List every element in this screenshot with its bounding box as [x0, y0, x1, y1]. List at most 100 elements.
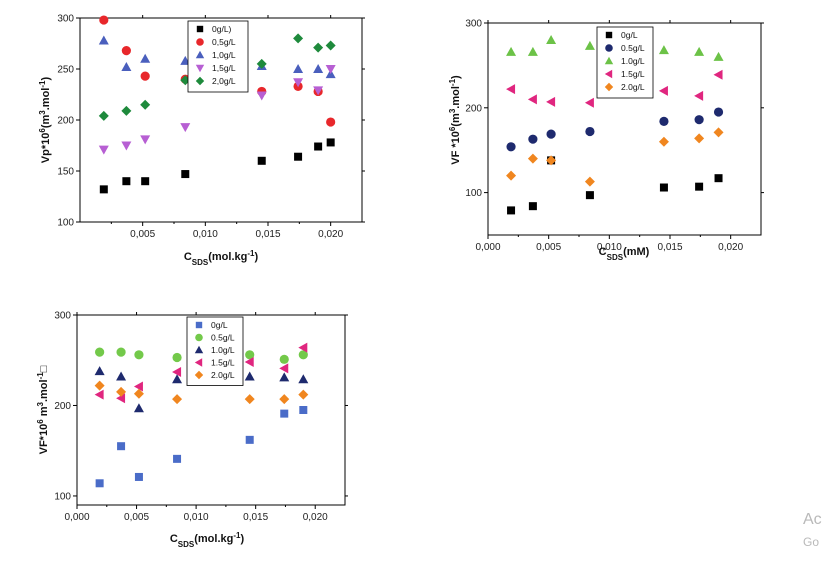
data-point	[172, 394, 183, 405]
y-axis-label-part: )	[450, 75, 462, 79]
data-point	[122, 177, 131, 186]
data-point	[546, 34, 557, 44]
data-point	[116, 386, 127, 397]
data-point	[180, 123, 191, 133]
data-point	[584, 176, 595, 187]
data-point	[172, 367, 182, 377]
data-point	[94, 389, 104, 400]
data-point	[326, 138, 335, 147]
data-point	[134, 472, 143, 481]
x-axis-label-part: -1	[247, 249, 255, 258]
legend-marker	[196, 38, 204, 46]
legend-label: 2.0g/L	[621, 82, 645, 92]
legend-label: 1.5g/L	[621, 69, 645, 79]
y-axis-label-part: 6	[36, 419, 45, 424]
data-point	[256, 58, 267, 69]
y-axis-label-part: □	[38, 365, 50, 372]
data-point	[326, 117, 336, 127]
legend-label: 2,0g/L	[212, 76, 236, 86]
y-axis-label-part: -1	[36, 372, 45, 380]
y-axis-label-part: (m	[40, 114, 52, 128]
data-point	[140, 135, 151, 145]
data-point	[298, 350, 308, 360]
data-point	[245, 350, 255, 360]
data-point	[313, 42, 324, 53]
data-point	[244, 371, 255, 381]
data-point	[658, 85, 668, 96]
legend-marker	[195, 321, 203, 329]
data-point	[298, 342, 308, 353]
y-axis-label-part: VF*10	[38, 424, 50, 455]
data-point	[279, 354, 289, 364]
data-point	[117, 442, 126, 451]
legend-label: 0g/L	[621, 30, 638, 40]
data-point	[172, 352, 182, 363]
data-point	[713, 51, 724, 61]
x-tick-label: 0,015	[255, 229, 280, 240]
legend-marker	[604, 82, 614, 92]
data-point	[506, 142, 516, 152]
data-point	[694, 133, 705, 144]
x-axis-label: CSDS(mol.kg-1)	[170, 531, 245, 549]
data-point	[98, 35, 109, 45]
data-point	[293, 64, 304, 73]
legend-label: 1.5g/L	[211, 358, 235, 368]
y-axis-label-part: .mol	[38, 379, 50, 402]
data-point	[325, 40, 336, 51]
data-point	[713, 69, 723, 80]
x-tick-label: 0,000	[64, 512, 89, 523]
x-axis-label-part: (mol.kg	[208, 251, 247, 263]
y-axis-label-part: .mol	[450, 86, 462, 109]
data-point	[694, 90, 704, 101]
data-point	[714, 174, 723, 183]
x-axis-label-part: SDS	[607, 253, 624, 262]
data-point	[94, 366, 105, 376]
y-tick-label: 100	[54, 491, 71, 502]
x-tick-label: 0,020	[303, 512, 328, 523]
x-axis-label-part: (mol.kg	[194, 533, 233, 545]
data-point	[121, 105, 132, 116]
y-axis-label: VF *106(m3.mol-1)	[448, 75, 463, 165]
x-tick-label: 0,005	[130, 229, 155, 240]
data-point	[527, 46, 538, 56]
x-tick-label: 0,020	[718, 242, 743, 253]
data-point	[116, 371, 127, 381]
data-point	[244, 357, 254, 368]
legend-marker	[194, 345, 204, 354]
x-axis-label-part: (mM)	[623, 246, 650, 258]
x-tick-label: 0,010	[184, 512, 209, 523]
data-point	[140, 53, 151, 63]
data-point	[133, 381, 143, 392]
y-tick-label: 300	[57, 14, 74, 25]
y-axis-label: Vp*106(m3.mol-1)	[38, 76, 53, 163]
data-point	[658, 136, 669, 147]
data-point	[713, 127, 724, 138]
data-point	[141, 177, 150, 186]
data-point	[133, 403, 144, 413]
data-point	[298, 374, 309, 384]
data-point	[99, 185, 108, 194]
data-point	[257, 156, 266, 165]
data-point	[659, 116, 669, 126]
y-tick-label: 100	[465, 188, 482, 199]
legend-marker	[195, 64, 205, 73]
legend-marker	[194, 358, 203, 367]
data-point	[659, 183, 668, 192]
data-point	[528, 202, 537, 211]
data-point	[293, 33, 304, 44]
data-point	[181, 170, 190, 179]
x-tick-label: 0,010	[193, 229, 218, 240]
plot-frame	[487, 22, 762, 236]
data-point	[245, 435, 254, 444]
data-point	[98, 110, 109, 121]
x-axis-label-part: )	[240, 533, 244, 545]
x-axis-label-part: SDS	[178, 540, 195, 549]
y-axis-label-part: VF *10	[450, 131, 462, 165]
data-point	[172, 374, 183, 384]
data-point	[584, 40, 595, 50]
legend-marker	[604, 56, 614, 65]
x-tick-label: 0,015	[243, 512, 268, 523]
x-tick-label: 0,020	[318, 229, 343, 240]
y-axis-label-part: (m	[450, 113, 462, 127]
